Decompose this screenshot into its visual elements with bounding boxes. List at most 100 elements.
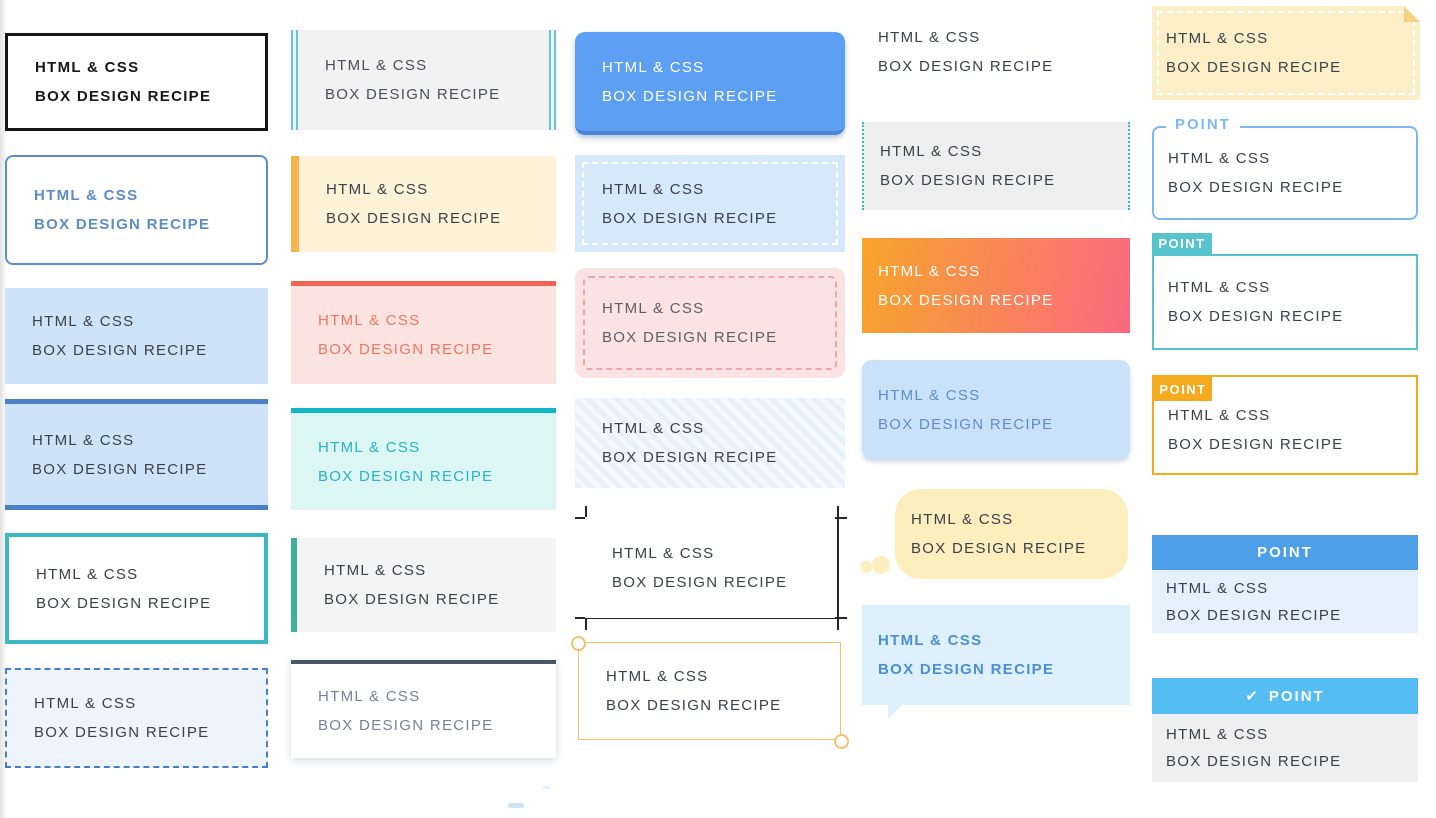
box-point-legend-border: POINT HTML & CSS BOX DESIGN RECIPE	[1152, 116, 1418, 220]
point-legend-label: POINT	[1166, 116, 1240, 133]
stray-mark	[508, 803, 524, 808]
box-line1: HTML & CSS	[36, 565, 139, 583]
box-line1: HTML & CSS	[32, 313, 135, 330]
box-line1: HTML & CSS	[1166, 579, 1269, 597]
box-line1: HTML & CSS	[35, 59, 140, 76]
box-line1: HTML & CSS	[911, 511, 1014, 528]
point-header-label: POINT	[1268, 687, 1325, 705]
point-header: ✔ POINT	[1152, 678, 1418, 714]
box-top-bottom-borders: HTML & CSS BOX DESIGN RECIPE	[5, 399, 268, 510]
box-line1: HTML & CSS	[602, 180, 705, 198]
box-line2: BOX DESIGN RECIPE	[602, 329, 778, 346]
box-blue-button-style: HTML & CSS BOX DESIGN RECIPE	[575, 32, 845, 135]
box-line1: HTML & CSS	[880, 143, 983, 160]
speech-bubble-tail	[888, 704, 903, 719]
box-line2: BOX DESIGN RECIPE	[34, 216, 211, 233]
box-line2: BOX DESIGN RECIPE	[878, 291, 1054, 309]
point-tab-label-teal: POINT	[1152, 233, 1212, 254]
box-line1: HTML & CSS	[1168, 279, 1271, 296]
box-line2: BOX DESIGN RECIPE	[880, 172, 1056, 189]
box-line2: BOX DESIGN RECIPE	[32, 460, 208, 478]
check-icon: ✔	[1245, 688, 1260, 705]
box-line2: BOX DESIGN RECIPE	[606, 697, 782, 714]
box-point-header-blue: POINT HTML & CSS BOX DESIGN RECIPE	[1152, 535, 1418, 633]
crosshatch-line-right	[837, 506, 839, 630]
box-line2: BOX DESIGN RECIPE	[1168, 436, 1344, 453]
point-header-label: POINT	[1257, 544, 1313, 561]
box-line2: BOX DESIGN RECIPE	[318, 717, 494, 734]
box-line2: BOX DESIGN RECIPE	[1166, 753, 1342, 770]
box-rounded-lightblue-shadow: HTML & CSS BOX DESIGN RECIPE	[862, 360, 1130, 459]
box-top-accent-red: HTML & CSS BOX DESIGN RECIPE	[291, 281, 556, 384]
box-line2: BOX DESIGN RECIPE	[34, 724, 210, 741]
box-line2: BOX DESIGN RECIPE	[612, 573, 788, 591]
box-line1: HTML & CSS	[606, 668, 709, 685]
box-line2: BOX DESIGN RECIPE	[318, 341, 494, 358]
point-body: HTML & CSS BOX DESIGN RECIPE	[1152, 714, 1418, 782]
box-line1: HTML & CSS	[324, 562, 427, 579]
box-sticky-note: HTML & CSS BOX DESIGN RECIPE	[1152, 6, 1420, 100]
box-line2: BOX DESIGN RECIPE	[878, 57, 1054, 75]
box-line2: BOX DESIGN RECIPE	[36, 594, 212, 612]
box-corner-handles: HTML & CSS BOX DESIGN RECIPE	[578, 642, 841, 740]
box-line1: HTML & CSS	[602, 300, 705, 317]
box-line1: HTML & CSS	[34, 187, 139, 204]
box-inner-dashed-white: HTML & CSS BOX DESIGN RECIPE	[575, 155, 845, 252]
box-thought-bubble: HTML & CSS BOX DESIGN RECIPE	[895, 489, 1128, 579]
box-point-tab-top: HTML & CSS BOX DESIGN RECIPE	[1152, 254, 1418, 350]
point-tab-label-orange: POINT	[1154, 377, 1212, 401]
box-double-side-borders: HTML & CSS BOX DESIGN RECIPE	[291, 30, 556, 130]
thought-bubble-dot-large	[872, 556, 890, 574]
box-line1: HTML & CSS	[32, 431, 135, 449]
box-line1: HTML & CSS	[325, 57, 428, 74]
box-dashed-border-lightblue: HTML & CSS BOX DESIGN RECIPE	[5, 668, 268, 768]
box-corner-brackets: HTML & CSS BOX DESIGN RECIPE	[862, 8, 1130, 95]
page-edge-shadow	[0, 0, 7, 818]
box-inner-dashed-pink: HTML & CSS BOX DESIGN RECIPE	[575, 268, 845, 378]
box-line2: BOX DESIGN RECIPE	[326, 210, 502, 227]
box-top-accent-navy-shadow: HTML & CSS BOX DESIGN RECIPE	[291, 660, 556, 758]
point-body: HTML & CSS BOX DESIGN RECIPE	[1152, 570, 1418, 633]
box-line1: HTML & CSS	[612, 544, 715, 562]
box-line1: HTML & CSS	[1168, 150, 1271, 167]
box-line2: BOX DESIGN RECIPE	[878, 661, 1055, 678]
box-line2: BOX DESIGN RECIPE	[32, 342, 208, 359]
box-line2: BOX DESIGN RECIPE	[602, 87, 778, 105]
box-line1: HTML & CSS	[878, 632, 983, 649]
box-left-accent-green: HTML & CSS BOX DESIGN RECIPE	[291, 538, 556, 632]
box-line2: BOX DESIGN RECIPE	[325, 86, 501, 103]
box-line1: HTML & CSS	[1166, 30, 1269, 47]
box-line1: HTML & CSS	[318, 688, 421, 705]
box-line2: BOX DESIGN RECIPE	[324, 591, 500, 608]
box-line1: HTML & CSS	[602, 58, 705, 76]
box-line2: BOX DESIGN RECIPE	[318, 467, 494, 485]
box-lightblue-fill: HTML & CSS BOX DESIGN RECIPE	[5, 288, 268, 384]
box-line1: HTML & CSS	[326, 181, 429, 198]
box-line1: HTML & CSS	[318, 312, 421, 329]
box-point-header-check: ✔ POINT HTML & CSS BOX DESIGN RECIPE	[1152, 678, 1418, 782]
box-diagonal-stripes: HTML & CSS BOX DESIGN RECIPE	[575, 398, 845, 488]
box-line2: BOX DESIGN RECIPE	[1166, 59, 1342, 76]
box-line2: BOX DESIGN RECIPE	[1168, 179, 1344, 196]
box-line2: BOX DESIGN RECIPE	[878, 415, 1054, 433]
box-rounded-blue-border: HTML & CSS BOX DESIGN RECIPE	[5, 155, 268, 265]
box-top-accent-teal: HTML & CSS BOX DESIGN RECIPE	[291, 408, 556, 510]
box-line2: BOX DESIGN RECIPE	[35, 88, 212, 105]
box-gradient-orange-pink: HTML & CSS BOX DESIGN RECIPE	[862, 238, 1130, 333]
box-crosshatch-frame: HTML & CSS BOX DESIGN RECIPE	[585, 517, 835, 618]
box-line2: BOX DESIGN RECIPE	[602, 209, 778, 227]
box-line1: HTML & CSS	[1168, 407, 1271, 424]
thought-bubble-dot-small	[860, 561, 872, 573]
box-line1: HTML & CSS	[878, 262, 981, 280]
box-line2: BOX DESIGN RECIPE	[1168, 308, 1344, 325]
stray-mark	[543, 786, 551, 789]
box-line1: HTML & CSS	[878, 28, 981, 46]
point-header: POINT	[1152, 535, 1418, 570]
box-line2: BOX DESIGN RECIPE	[602, 449, 778, 466]
box-thick-teal-border: HTML & CSS BOX DESIGN RECIPE	[5, 533, 268, 644]
box-line1: HTML & CSS	[878, 386, 981, 404]
box-speech-bubble: HTML & CSS BOX DESIGN RECIPE	[862, 605, 1130, 705]
crosshatch-line-bottom	[575, 617, 847, 619]
box-line1: HTML & CSS	[34, 695, 137, 712]
